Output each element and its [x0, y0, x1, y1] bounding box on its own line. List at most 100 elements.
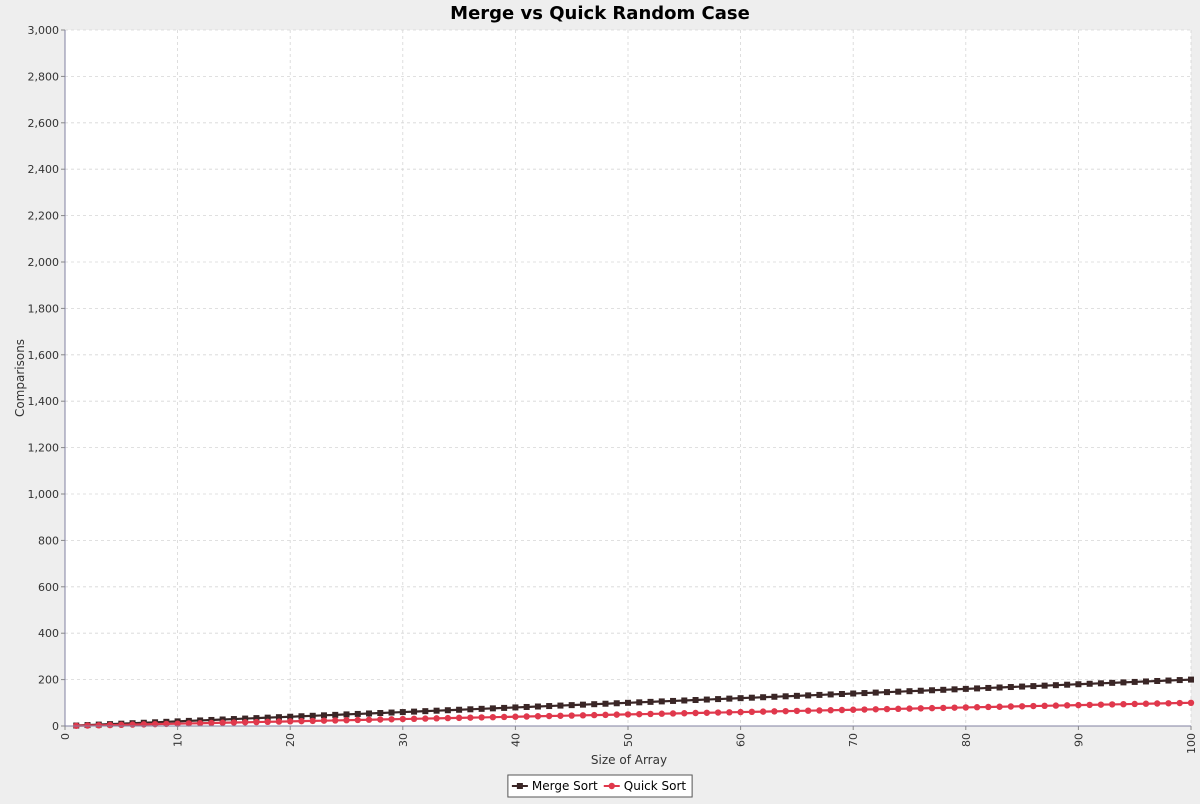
- y-tick-label: 2,800: [28, 70, 60, 83]
- data-point-merge-sort: [760, 694, 767, 701]
- data-point-merge-sort: [399, 709, 406, 716]
- data-point-quick-sort: [624, 711, 632, 718]
- data-point-merge-sort: [1109, 679, 1116, 686]
- data-point-merge-sort: [883, 689, 890, 696]
- y-tick-label: 2,400: [28, 163, 60, 176]
- data-point-merge-sort: [320, 712, 327, 719]
- data-point-merge-sort: [1120, 679, 1127, 686]
- data-point-quick-sort: [523, 713, 530, 720]
- data-point-quick-sort: [253, 718, 260, 726]
- data-point-quick-sort: [1165, 700, 1172, 707]
- data-point-merge-sort: [253, 715, 260, 722]
- data-point-merge-sort: [985, 684, 992, 691]
- data-point-quick-sort: [1041, 702, 1048, 710]
- data-point-merge-sort: [1097, 680, 1104, 687]
- legend-label-merge-sort: Merge Sort: [532, 779, 598, 793]
- data-point-quick-sort: [1187, 699, 1195, 706]
- data-point-quick-sort: [782, 707, 789, 715]
- data-point-quick-sort: [309, 717, 316, 725]
- data-point-merge-sort: [478, 705, 485, 712]
- data-point-merge-sort: [343, 711, 350, 718]
- data-point-quick-sort: [208, 719, 215, 727]
- data-point-merge-sort: [962, 685, 969, 692]
- data-point-merge-sort: [670, 697, 677, 704]
- data-point-quick-sort: [332, 717, 339, 724]
- data-point-quick-sort: [804, 707, 812, 714]
- data-point-merge-sort: [1154, 677, 1161, 684]
- data-point-quick-sort: [140, 721, 148, 728]
- data-point-merge-sort: [309, 712, 316, 719]
- data-point-quick-sort: [478, 714, 485, 721]
- data-point-merge-sort: [726, 695, 733, 702]
- data-point-quick-sort: [467, 714, 474, 721]
- data-point-merge-sort: [332, 711, 339, 718]
- x-tick-label: 90: [1072, 733, 1085, 747]
- data-point-merge-sort: [658, 698, 665, 705]
- data-point-merge-sort: [1142, 678, 1149, 685]
- data-point-quick-sort: [343, 717, 350, 724]
- data-point-quick-sort: [636, 710, 643, 718]
- data-point-merge-sort: [850, 690, 857, 697]
- data-point-merge-sort: [354, 710, 361, 717]
- data-point-merge-sort: [489, 705, 496, 712]
- data-point-merge-sort: [377, 710, 384, 717]
- data-point-quick-sort: [850, 706, 857, 713]
- data-point-quick-sort: [692, 709, 699, 717]
- data-point-quick-sort: [1142, 700, 1150, 707]
- data-point-quick-sort: [455, 714, 463, 722]
- data-point-merge-sort: [917, 687, 924, 694]
- data-point-quick-sort: [433, 715, 440, 722]
- data-point-quick-sort: [1052, 702, 1060, 709]
- data-point-merge-sort: [568, 702, 575, 709]
- data-point-merge-sort: [1007, 684, 1014, 691]
- data-point-merge-sort: [647, 698, 654, 705]
- x-tick-label: 30: [397, 733, 410, 747]
- data-point-quick-sort: [320, 717, 328, 724]
- data-point-quick-sort: [95, 722, 102, 729]
- data-point-quick-sort: [714, 709, 722, 716]
- data-point-quick-sort: [298, 717, 305, 725]
- data-point-merge-sort: [1176, 677, 1183, 684]
- data-point-quick-sort: [1007, 703, 1015, 710]
- data-point-quick-sort: [399, 715, 406, 723]
- data-point-quick-sort: [759, 708, 767, 715]
- data-point-merge-sort: [771, 693, 778, 700]
- data-point-merge-sort: [895, 688, 902, 695]
- data-point-merge-sort: [929, 687, 936, 694]
- data-point-quick-sort: [174, 720, 181, 727]
- data-point-quick-sort: [1097, 701, 1105, 708]
- data-point-quick-sort: [940, 704, 947, 712]
- data-point-quick-sort: [737, 708, 744, 716]
- data-point-merge-sort: [512, 704, 519, 711]
- axes: 0 10 20 30 40 50 60 70 80 90 100 0 200 400 600 800 1,000…: [28, 24, 1199, 754]
- legend-label-quick-sort: Quick Sort: [624, 779, 687, 793]
- data-point-quick-sort: [219, 719, 226, 726]
- y-tick-label: 1,200: [28, 442, 60, 455]
- data-point-quick-sort: [613, 711, 620, 718]
- data-point-quick-sort: [861, 706, 868, 713]
- data-point-quick-sort: [489, 713, 497, 721]
- data-point-merge-sort: [456, 706, 463, 713]
- data-point-quick-sort: [951, 704, 958, 711]
- data-point-quick-sort: [118, 721, 125, 729]
- data-point-merge-sort: [275, 714, 282, 721]
- data-point-merge-sort: [1165, 677, 1172, 684]
- data-point-merge-sort: [636, 699, 643, 706]
- y-tick-label: 200: [38, 674, 59, 687]
- data-point-merge-sort: [298, 713, 305, 720]
- data-point-merge-sort: [444, 707, 451, 714]
- data-point-quick-sort: [106, 721, 114, 729]
- y-axis-label: Comparisons: [13, 339, 27, 417]
- data-point-quick-sort: [264, 718, 271, 726]
- data-point-quick-sort: [906, 705, 913, 712]
- x-tick-label: 60: [735, 733, 748, 747]
- data-point-merge-sort: [996, 684, 1003, 691]
- data-point-merge-sort: [388, 709, 395, 716]
- data-point-quick-sort: [895, 705, 902, 713]
- data-point-merge-sort: [422, 708, 429, 715]
- data-point-quick-sort: [793, 707, 801, 715]
- data-point-merge-sort: [366, 710, 373, 717]
- data-point-quick-sort: [287, 718, 294, 725]
- data-point-merge-sort: [1030, 683, 1037, 690]
